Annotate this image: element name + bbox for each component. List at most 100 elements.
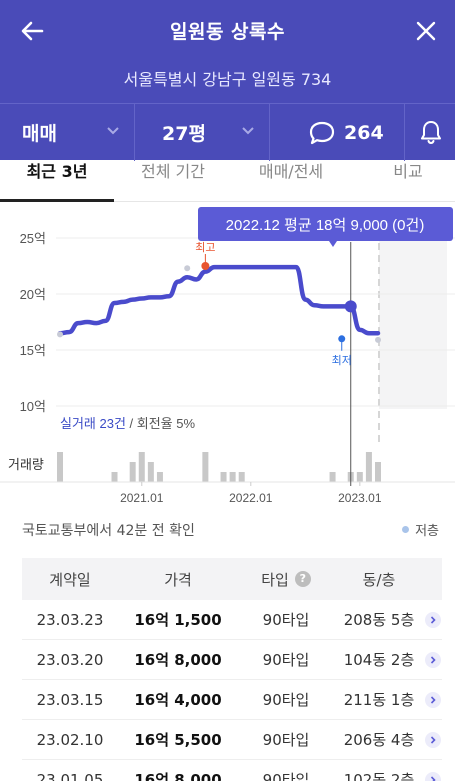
table-row[interactable]: 23.03.20 16억 8,000 90타입 104동 2층 <box>22 640 442 680</box>
transaction-table: 계약일 가격 타입 ? 동/층 23.03.23 16억 1,500 90타입 208… <box>22 558 442 781</box>
table-row[interactable]: 23.01.05 16억 8,000 90타입 102동 2층 <box>22 760 442 781</box>
trade-type-dropdown[interactable]: 매매 <box>0 104 135 161</box>
turnover-summary: / 회전율 5% <box>126 416 196 431</box>
legend-dot <box>402 526 410 533</box>
row-price: 16억 4,000 <box>134 691 222 709</box>
volume-bar <box>111 472 118 482</box>
row-unit: 211동 1층 <box>343 691 415 709</box>
table-row[interactable]: 23.02.10 16억 5,500 90타입 206동 4층 <box>22 720 442 760</box>
active-tab-indicator <box>0 199 114 202</box>
tab-recent-3y[interactable]: 최근 3년 <box>26 162 88 181</box>
row-unit: 104동 2층 <box>343 651 415 669</box>
table-row[interactable]: 23.03.23 16억 1,500 90타입 208동 5층 <box>22 600 442 640</box>
tab-sale-jeonse[interactable]: 매매/전세 <box>258 162 324 181</box>
row-type: 90타입 <box>262 651 310 669</box>
low-floor-point <box>375 336 381 343</box>
price-line <box>57 264 381 336</box>
row-date: 23.01.05 <box>36 770 104 781</box>
x-tick-label: 2022.01 <box>229 491 273 502</box>
row-type: 90타입 <box>262 731 310 749</box>
y-tick-label: 25억 <box>20 231 46 246</box>
price-chart[interactable]: 최고 최저 2022.12 평균 18억 9,000 (0건) 실거래 23건 /… <box>0 202 455 502</box>
help-icon[interactable]: ? <box>294 571 311 587</box>
volume-bar <box>147 462 154 482</box>
tooltip: 2022.12 평균 18억 9,000 (0건) <box>198 207 453 247</box>
low-floor-points <box>57 265 381 343</box>
tooltip-tail <box>329 241 337 247</box>
size-label: 27평 <box>162 123 206 145</box>
row-type: 90타입 <box>262 771 310 781</box>
cursor-point <box>344 300 357 313</box>
volume-bar <box>238 472 245 482</box>
volume-bar <box>156 472 163 482</box>
legend-low-label: 저층 <box>415 524 439 539</box>
filter-bar: 매매 27평 264 <box>0 103 455 161</box>
row-detail-button[interactable] <box>424 691 442 708</box>
y-tick-label: 10억 <box>20 399 46 414</box>
row-type: 90타입 <box>262 611 310 629</box>
address: 서울특별시 강남구 일원동 734 <box>123 70 332 89</box>
trade-type-label: 매매 <box>22 123 57 145</box>
period-tabs: 최근 3년 전체 기간 매매/전세 비교 <box>0 160 455 202</box>
close-icon <box>416 21 436 41</box>
volume-bar <box>356 472 363 482</box>
row-unit: 102동 2층 <box>343 771 415 781</box>
volume-bar <box>202 452 209 482</box>
volume-bar <box>375 462 381 482</box>
tooltip-text: 2022.12 평균 18억 9,000 (0건) <box>226 217 425 234</box>
legend-low-floor: 저층 <box>402 520 439 539</box>
close-button[interactable] <box>411 16 441 46</box>
source-text: 국토교통부에서 42분 전 확인 <box>22 523 195 539</box>
row-detail-button[interactable] <box>424 771 442 781</box>
chevron-right-icon <box>425 771 441 781</box>
x-tick-label: 2023.01 <box>338 491 382 502</box>
size-dropdown[interactable]: 27평 <box>135 104 270 161</box>
row-detail-button[interactable] <box>424 651 442 668</box>
chevron-down-icon <box>107 127 119 135</box>
table-row[interactable]: 23.03.15 16억 4,000 90타입 211동 1층 <box>22 680 442 720</box>
volume-bar <box>220 472 227 482</box>
row-price: 16억 5,500 <box>134 731 222 749</box>
row-price: 16억 8,000 <box>134 771 222 781</box>
low-floor-point <box>57 331 63 338</box>
y-tick-label: 15억 <box>20 343 46 358</box>
arrow-left-icon <box>21 21 44 41</box>
chevron-down-icon <box>242 127 254 135</box>
comment-count: 264 <box>344 121 384 144</box>
row-price: 16억 8,000 <box>134 651 222 669</box>
page-title: 일원동 상록수 <box>170 21 285 43</box>
row-type: 90타입 <box>262 691 310 709</box>
notification-button[interactable] <box>405 104 455 161</box>
row-detail-button[interactable] <box>424 611 442 628</box>
row-date: 23.03.15 <box>36 690 104 709</box>
volume-bar <box>229 472 236 482</box>
row-date: 23.02.10 <box>36 730 104 749</box>
header-type: 타입 ? <box>238 569 334 590</box>
x-tick-label: 2021.01 <box>120 491 164 502</box>
volume-bar <box>129 462 136 482</box>
row-date: 23.03.20 <box>36 650 104 669</box>
high-marker <box>201 262 210 270</box>
future-shade <box>379 231 447 409</box>
back-button[interactable] <box>18 16 48 46</box>
volume-bars <box>57 452 381 482</box>
tab-all-period[interactable]: 전체 기간 <box>141 162 205 181</box>
tooltip-box <box>198 207 453 241</box>
table-header: 계약일 가격 타입 ? 동/층 <box>22 558 442 600</box>
volume-bar <box>138 452 145 482</box>
row-unit: 208동 5층 <box>343 611 415 629</box>
volume-bar <box>365 452 372 482</box>
tab-compare[interactable]: 비교 <box>393 162 423 181</box>
chevron-right-icon <box>425 731 441 748</box>
volume-label: 거래량 <box>8 457 44 472</box>
y-tick-label: 20억 <box>20 287 46 302</box>
chevron-right-icon <box>425 651 441 668</box>
header: 일원동 상록수 서울특별시 강남구 일원동 734 매매 27평 264 <box>0 0 455 161</box>
volume-bar <box>57 452 63 482</box>
comments-button[interactable]: 264 <box>270 104 405 161</box>
row-detail-button[interactable] <box>424 731 442 748</box>
header-price: 가격 <box>164 570 192 589</box>
table-body: 23.03.23 16억 1,500 90타입 208동 5층 23.03.20 16억 … <box>22 600 442 781</box>
